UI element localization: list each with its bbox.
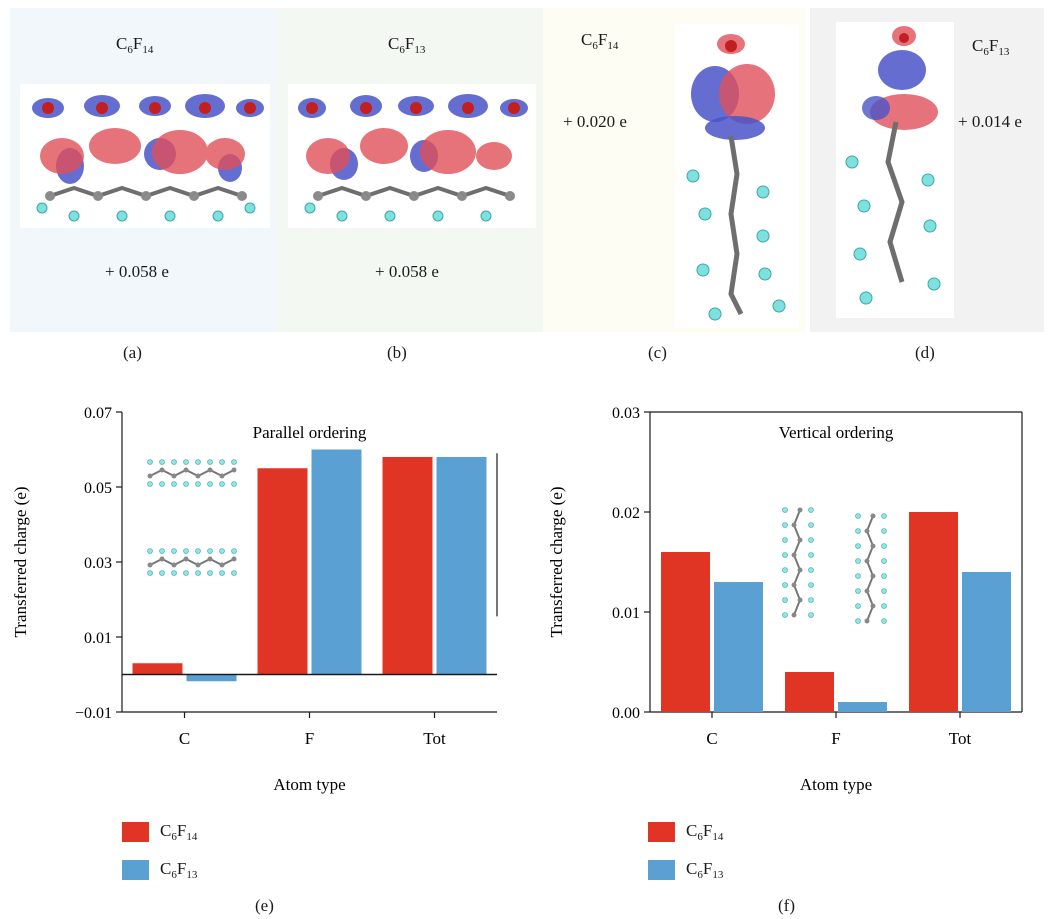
legend-swatch	[122, 822, 149, 842]
chart-annotation: Parallel ordering	[253, 423, 367, 442]
panel-c-molecule-image	[675, 24, 799, 328]
panel-d-charge: + 0.014 e	[958, 112, 1022, 131]
x-tick-label: F	[831, 729, 840, 748]
y-tick-label: 0.01	[612, 605, 640, 622]
panel-a-formula: C6F14	[116, 34, 154, 56]
panel-c-charge: + 0.020 e	[563, 112, 627, 131]
legend-swatch	[122, 860, 149, 880]
panel-b-molecule-image	[288, 84, 536, 228]
parallel-molecule-graphic	[298, 94, 528, 222]
bar-f-c6f14	[785, 672, 834, 712]
bar-c-c6f13	[714, 582, 763, 712]
bar-tot-c6f14	[382, 457, 433, 675]
legend-f: C6F14 C6F13	[648, 821, 848, 886]
y-tick-label: 0.03	[84, 555, 112, 572]
legend-swatch	[648, 860, 675, 880]
vertical-molecule-graphic	[845, 26, 941, 305]
y-tick-label: 0.00	[612, 705, 640, 722]
legend-label: C6F13	[160, 859, 198, 881]
bar-f-c6f13	[311, 449, 362, 675]
panel-label-c: (c)	[648, 343, 667, 362]
y-tick-label: 0.02	[612, 505, 640, 522]
panel-d-formula: C6F13	[972, 36, 1010, 58]
y-axis-label: Transferred charge (e)	[11, 486, 30, 637]
parallel-inset-molecule-bottom	[147, 548, 237, 576]
y-tick-label: 0.01	[84, 630, 112, 647]
x-tick-label: F	[305, 729, 314, 748]
panel-b-charge: + 0.058 e	[375, 262, 439, 281]
x-tick-label: Tot	[949, 729, 972, 748]
panel-a: C6F14 + 0.058	[10, 8, 278, 332]
y-tick-label: 0.07	[84, 405, 112, 422]
chart-annotation: Vertical ordering	[779, 423, 894, 442]
y-tick-label: 0.03	[612, 405, 640, 422]
bar-chart-parallel: Parallel ordering −0.01 0.01 0.03 0.05 0.07 C F…	[11, 405, 498, 794]
panel-c: C6F14 + 0.020 e	[543, 8, 805, 332]
bar-f-c6f14	[257, 468, 308, 675]
parallel-molecule-graphic	[32, 94, 264, 222]
bar-c-c6f14	[132, 663, 183, 675]
bar-f-c6f13	[838, 702, 887, 712]
x-tick-label: C	[179, 729, 190, 748]
x-tick-label: C	[706, 729, 717, 748]
x-axis-label: Atom type	[800, 775, 872, 794]
vertical-inset-molecule-right	[855, 513, 887, 624]
panel-b: C6F13 + 0.058 e	[278, 8, 543, 332]
x-axis-label: Atom type	[273, 775, 345, 794]
panel-b-formula: C6F13	[388, 34, 426, 56]
vertical-inset-molecule-left	[782, 507, 814, 618]
panel-label-e: (e)	[255, 896, 274, 915]
panel-label-a: (a)	[123, 343, 142, 362]
bar-tot-c6f13	[962, 572, 1011, 712]
panel-a-molecule-image	[20, 84, 270, 228]
legend-label: C6F13	[686, 859, 724, 881]
parallel-inset-molecule-top	[147, 459, 237, 487]
panel-a-charge: + 0.058 e	[105, 262, 169, 281]
bar-c-c6f13	[186, 674, 237, 682]
vertical-molecule-graphic	[686, 34, 786, 321]
legend-swatch	[648, 822, 675, 842]
bar-c-c6f14	[661, 552, 710, 712]
bar-chart-vertical: Vertical ordering 0.00 0.01 0.02 0.03 C F Tot At…	[547, 405, 1023, 794]
bar-tot-c6f13	[436, 457, 487, 675]
panel-d: C6F13 + 0.014 e	[810, 8, 1044, 332]
panel-d-molecule-image	[836, 22, 954, 318]
y-axis-label: Transferred charge (e)	[547, 486, 566, 637]
legend-label: C6F14	[160, 821, 198, 843]
legend-e: C6F14 C6F13	[122, 821, 322, 886]
y-tick-label: 0.05	[84, 480, 112, 497]
y-tick-label: −0.01	[75, 705, 112, 722]
legend-label: C6F14	[686, 821, 724, 843]
panel-c-formula: C6F14	[581, 30, 619, 52]
panel-label-f: (f)	[778, 896, 795, 915]
panel-label-b: (b)	[387, 343, 407, 362]
x-tick-label: Tot	[423, 729, 446, 748]
panel-label-d: (d)	[915, 343, 935, 362]
bar-tot-c6f14	[909, 512, 958, 712]
